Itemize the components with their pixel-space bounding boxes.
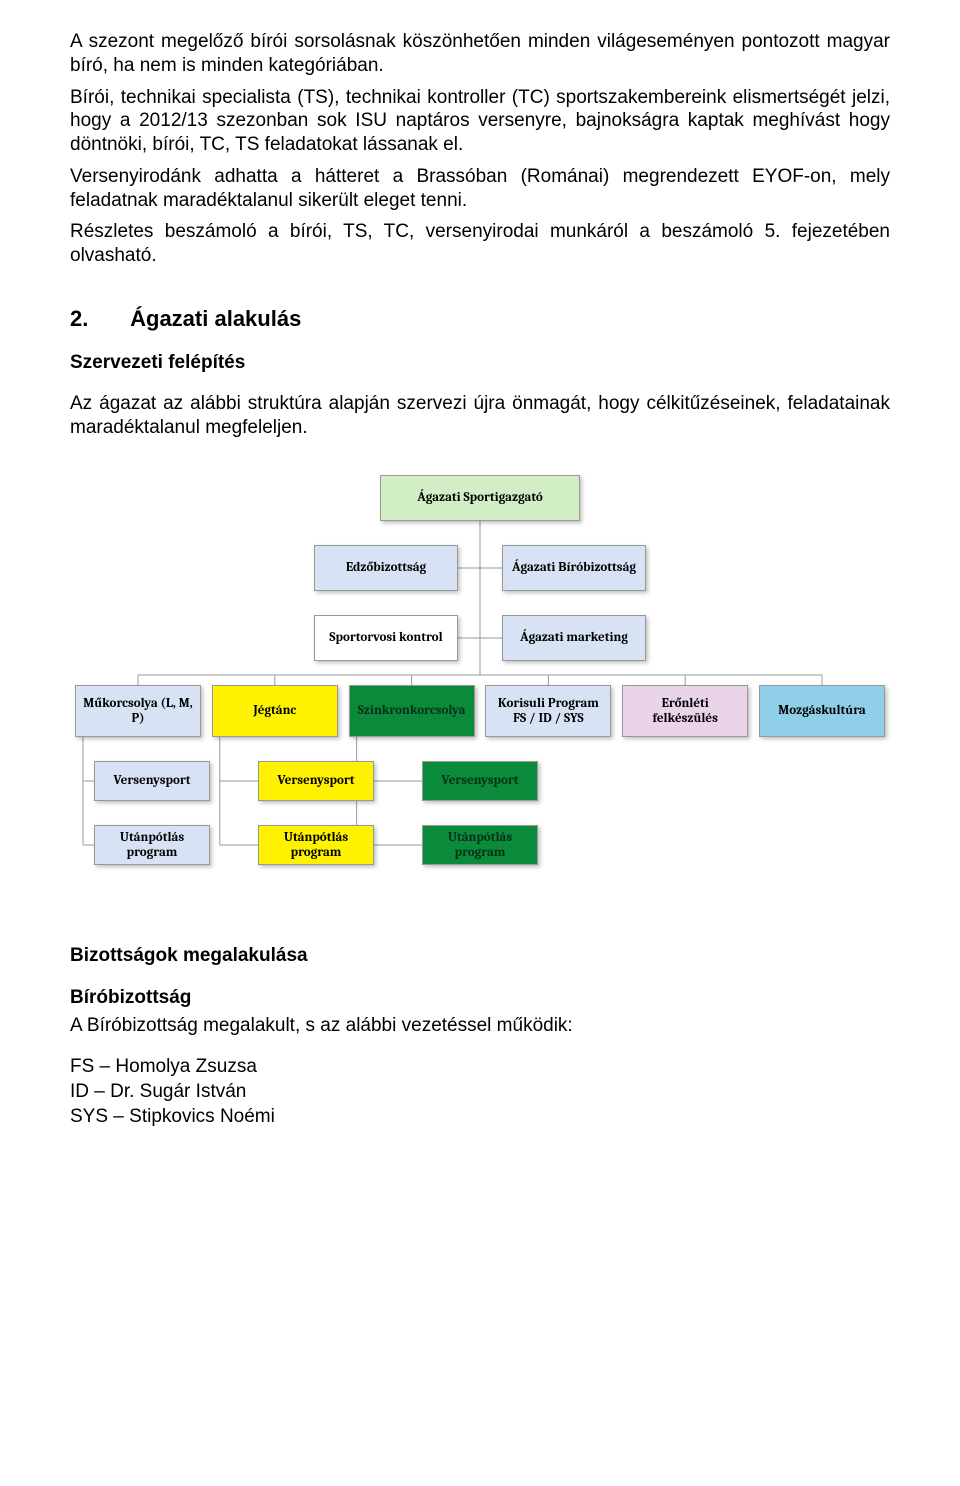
org-chart: Ágazati Sportigazgató Edzőbizottság Ágaz… <box>70 475 890 865</box>
node-mozgaskultura: Mozgáskultúra <box>759 685 885 737</box>
org-row-mid2: Sportorvosi kontrol Ágazati marketing <box>70 615 890 661</box>
leader-id: ID – Dr. Sugár István <box>70 1080 890 1105</box>
node-mukorcsolya: Műkorcsolya (L, M, P) <box>75 685 201 737</box>
node-szinkron: Szinkronkorcsolya <box>349 685 475 737</box>
node-jegtanc: Jégtánc <box>212 685 338 737</box>
node-sportorvosi: Sportorvosi kontrol <box>314 615 458 661</box>
node-sportigazgato: Ágazati Sportigazgató <box>380 475 580 521</box>
section-heading: 2. Ágazati alakulás <box>70 306 890 332</box>
node-utanpotlas-3: Utánpótlás program <box>422 825 538 865</box>
paragraph-2: Bírói, technikai specialista (TS), techn… <box>70 86 890 157</box>
paragraph-3: Versenyirodánk adhatta a hátteret a Bras… <box>70 165 890 213</box>
node-eronleti: Erőnléti felkészülés <box>622 685 748 737</box>
node-marketing: Ágazati marketing <box>502 615 646 661</box>
subheading-felepites: Szervezeti felépítés <box>70 352 890 374</box>
node-versenysport-1: Versenysport <box>94 761 210 801</box>
section-number: 2. <box>70 306 124 332</box>
org-row-main: Műkorcsolya (L, M, P) Jégtánc Szinkronko… <box>70 685 890 737</box>
org-row-sub2: Utánpótlás program Utánpótlás program Ut… <box>70 825 890 865</box>
node-utanpotlas-2: Utánpótlás program <box>258 825 374 865</box>
org-chart-connectors <box>70 475 890 865</box>
node-utanpotlas-1: Utánpótlás program <box>94 825 210 865</box>
leader-fs: FS – Homolya Zsuzsa <box>70 1055 890 1080</box>
leader-sys: SYS – Stipkovics Noémi <box>70 1105 890 1130</box>
node-versenysport-3: Versenysport <box>422 761 538 801</box>
org-row-mid1: Edzőbizottság Ágazati Bíróbizottság <box>70 545 890 591</box>
intro-paragraph: Az ágazat az alábbi struktúra alapján sz… <box>70 392 890 440</box>
org-row-sub1: Versenysport Versenysport Versenysport <box>70 761 890 801</box>
org-row-top: Ágazati Sportigazgató <box>70 475 890 521</box>
heading-bizottsagok: Bizottságok megalakulása <box>70 945 890 967</box>
paragraph-4: Részletes beszámoló a bírói, TS, TC, ver… <box>70 220 890 268</box>
node-birobizottsag: Ágazati Bíróbizottság <box>502 545 646 591</box>
paragraph-1: A szezont megelőző bírói sorsolásnak kös… <box>70 30 890 78</box>
section-title: Ágazati alakulás <box>130 306 301 331</box>
birobizottsag-text: A Bíróbizottság megalakult, s az alábbi … <box>70 1015 890 1037</box>
node-versenysport-2: Versenysport <box>258 761 374 801</box>
node-edzobizottsag: Edzőbizottság <box>314 545 458 591</box>
section-bizottsagok: Bizottságok megalakulása Bíróbizottság A… <box>70 945 890 1129</box>
subheading-birobizottsag: Bíróbizottság <box>70 987 890 1009</box>
node-korisuli: Korisuli Program FS / ID / SYS <box>485 685 611 737</box>
